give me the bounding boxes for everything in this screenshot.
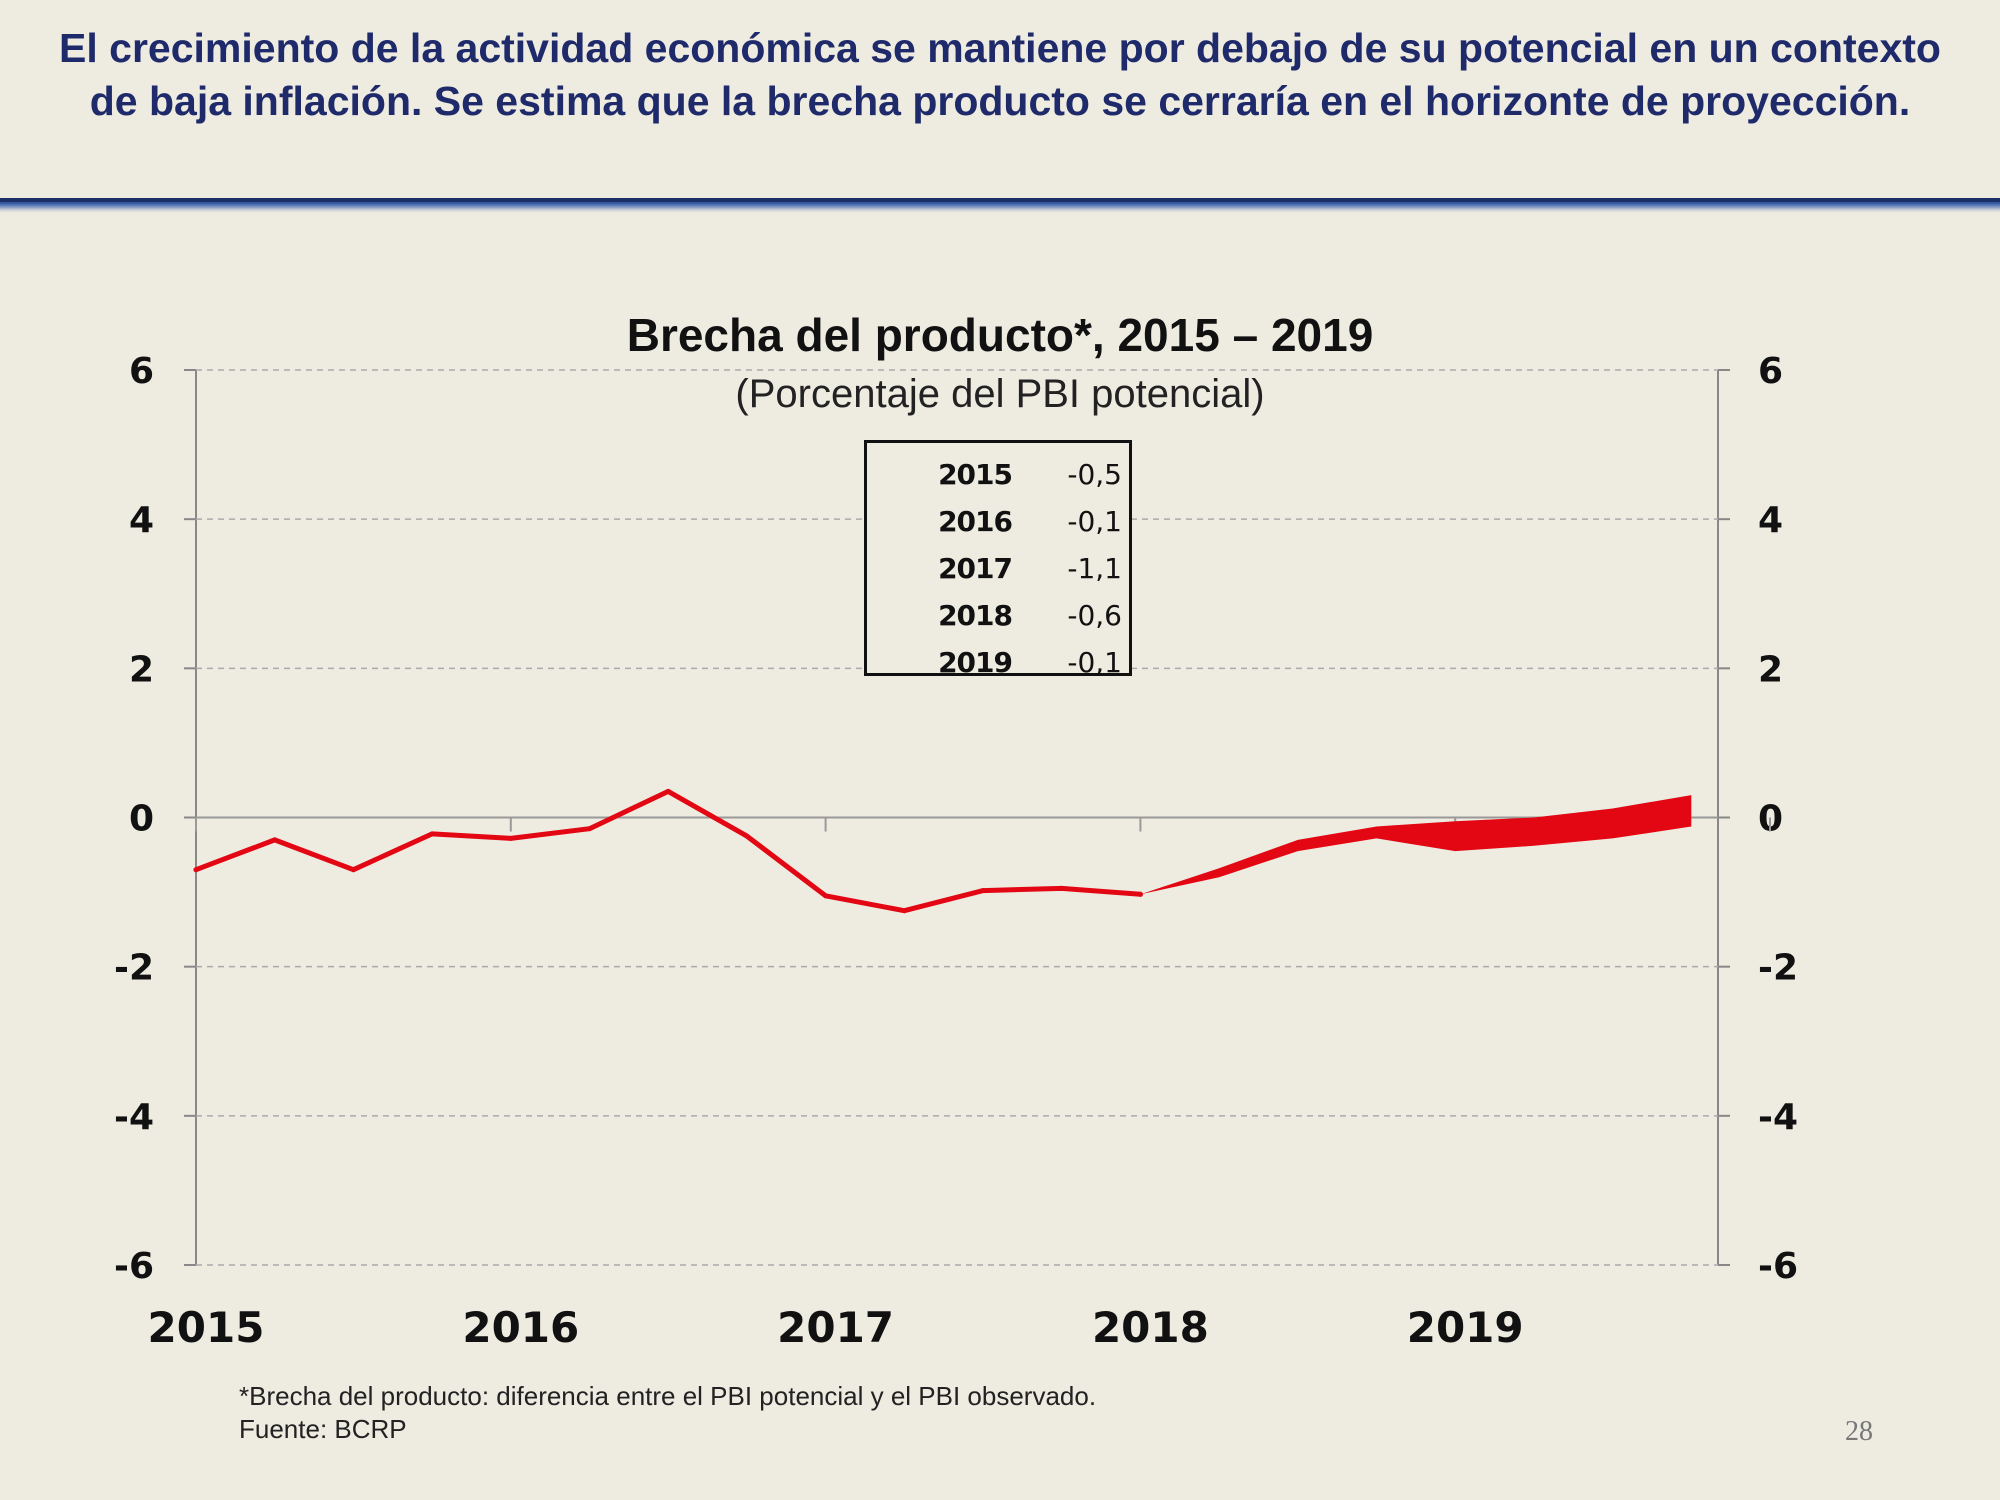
chart-subtitle: (Porcentaje del PBI potencial) <box>735 372 1265 416</box>
data-point <box>508 835 514 841</box>
data-point <box>665 788 671 794</box>
data-point <box>744 833 750 839</box>
y-tick-label-left: -2 <box>114 948 154 989</box>
data-point <box>980 888 986 894</box>
summary-year: 2015 <box>938 458 1013 491</box>
summary-value: -0,1 <box>1067 646 1122 679</box>
summary-row: 2019 -0,1 <box>867 639 1129 686</box>
slide-header: El crecimiento de la actividad económica… <box>0 0 2000 200</box>
y-tick-label-right: 2 <box>1758 649 1783 690</box>
data-point <box>823 893 829 899</box>
summary-row: 2016 -0,1 <box>867 498 1129 545</box>
data-point <box>193 867 199 873</box>
chart-footnote: *Brecha del producto: diferencia entre e… <box>239 1380 1096 1446</box>
summary-row: 2017 -1,1 <box>867 545 1129 592</box>
output-gap-line <box>193 788 1143 914</box>
y-tick-label-left: 6 <box>129 351 154 392</box>
y-tick-label-left: 2 <box>129 649 154 690</box>
annual-summary-table: 2015 -0,5 2016 -0,1 2017 -1,1 2018 -0,6 … <box>864 440 1132 679</box>
summary-value: -0,5 <box>1067 458 1122 491</box>
y-tick-label-left: 0 <box>129 799 154 840</box>
summary-year: 2016 <box>938 505 1013 538</box>
summary-value: -0,1 <box>1067 505 1122 538</box>
summary-value: -0,6 <box>1067 599 1122 632</box>
data-point <box>429 831 435 837</box>
page-number: 28 <box>1845 1416 1873 1447</box>
summary-year: 2018 <box>938 599 1013 632</box>
chart-title: Brecha del producto*, 2015 – 2019 <box>626 309 1374 361</box>
header-divider <box>0 198 2000 214</box>
summary-value: -1,1 <box>1067 552 1122 585</box>
data-point <box>1059 885 1065 891</box>
footnote-source: Fuente: BCRP <box>239 1414 407 1444</box>
data-point <box>1137 891 1143 897</box>
y-tick-label-right: 6 <box>1758 351 1783 392</box>
x-tick-label: 2019 <box>1407 1303 1524 1352</box>
y-tick-label-left: -6 <box>114 1246 154 1287</box>
y-tick-label-right: 4 <box>1758 500 1783 541</box>
x-tick-label: 2018 <box>1092 1303 1209 1352</box>
x-tick-label: 2017 <box>777 1303 894 1352</box>
summary-row: 2015 -0,5 <box>867 451 1129 498</box>
data-point <box>272 837 278 843</box>
slide-headline: El crecimiento de la actividad económica… <box>59 25 1941 124</box>
projection-band <box>1140 795 1692 895</box>
y-tick-label-right: -4 <box>1758 1097 1798 1138</box>
summary-year: 2017 <box>938 552 1013 585</box>
data-point <box>350 867 356 873</box>
x-tick-label: 2016 <box>462 1303 579 1352</box>
y-tick-label-left: -4 <box>114 1097 154 1138</box>
summary-row: 2018 -0,6 <box>867 592 1129 639</box>
y-tick-label-right: -6 <box>1758 1246 1798 1287</box>
data-point <box>901 908 907 914</box>
footnote-definition: *Brecha del producto: diferencia entre e… <box>239 1381 1097 1411</box>
data-point <box>587 826 592 832</box>
summary-year: 2019 <box>938 646 1013 679</box>
y-tick-label-right: -2 <box>1758 948 1798 989</box>
y-tick-label-left: 4 <box>129 500 154 541</box>
x-tick-label: 2015 <box>148 1303 265 1352</box>
